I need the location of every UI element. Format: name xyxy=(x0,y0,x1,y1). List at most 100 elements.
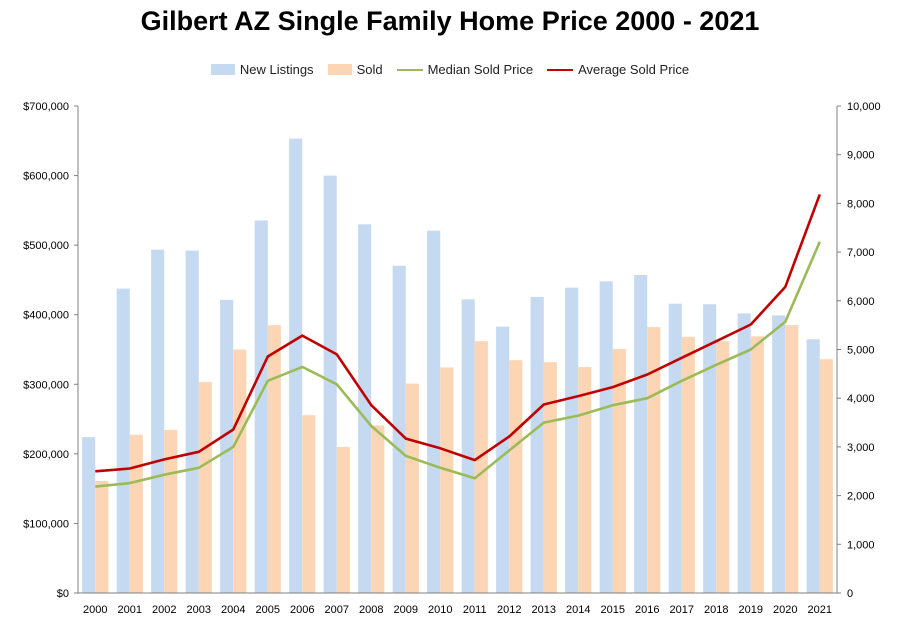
bar-sold xyxy=(164,429,178,593)
y-left-tick-label: $700,000 xyxy=(23,101,69,113)
y-right-tick-label: 5,000 xyxy=(847,345,875,357)
bar-sold xyxy=(198,382,212,593)
y-right-tick-label: 2,000 xyxy=(847,491,875,503)
x-tick-label: 2002 xyxy=(152,604,176,616)
x-tick-label: 2017 xyxy=(670,604,694,616)
legend-label-average-sold-price: Average Sold Price xyxy=(578,62,690,77)
bar-new-listings xyxy=(703,304,717,593)
bar-new-listings xyxy=(185,250,199,593)
bar-sold xyxy=(716,341,730,593)
legend-swatch-median-sold-price xyxy=(396,68,423,71)
x-tick-label: 2021 xyxy=(808,604,832,616)
legend-swatch-new-listings xyxy=(210,64,235,75)
x-tick-label: 2001 xyxy=(118,604,142,616)
x-tick-label: 2019 xyxy=(739,604,763,616)
bar-sold xyxy=(336,446,350,593)
y-left-tick-label: $100,000 xyxy=(23,518,69,530)
y-right-tick-label: 3,000 xyxy=(847,442,875,454)
x-tick-label: 2008 xyxy=(359,604,383,616)
bar-sold xyxy=(819,359,833,593)
legend: New Listings Sold Median Sold Price Aver… xyxy=(0,62,900,77)
bar-sold xyxy=(302,415,316,593)
bar-new-listings xyxy=(289,138,303,593)
bar-sold xyxy=(129,434,143,593)
legend-swatch-average-sold-price xyxy=(547,68,574,71)
y-left-tick-label: $300,000 xyxy=(23,379,69,391)
bar-new-listings xyxy=(806,339,820,593)
bar-new-listings xyxy=(220,299,234,593)
bar-sold xyxy=(267,325,281,593)
x-tick-label: 2018 xyxy=(704,604,728,616)
bar-sold xyxy=(233,349,247,593)
legend-item-average-sold-price: Average Sold Price xyxy=(547,62,689,77)
bar-new-listings xyxy=(737,313,751,593)
x-tick-label: 2005 xyxy=(256,604,280,616)
y-right-tick-label: 6,000 xyxy=(847,296,875,308)
bar-new-listings xyxy=(392,265,406,593)
bar-new-listings xyxy=(358,224,372,593)
y-right-tick-label: 1,000 xyxy=(847,539,875,551)
x-tick-label: 2009 xyxy=(394,604,418,616)
bar-new-listings xyxy=(116,288,130,593)
x-tick-label: 2014 xyxy=(566,604,590,616)
chart-title: Gilbert AZ Single Family Home Price 2000… xyxy=(140,6,760,36)
bar-sold xyxy=(681,336,695,593)
legend-label-sold: Sold xyxy=(356,62,383,77)
bar-new-listings xyxy=(634,274,648,593)
bar-new-listings xyxy=(323,175,337,594)
y-left-tick-label: $200,000 xyxy=(23,449,69,461)
x-tick-label: 2007 xyxy=(325,604,349,616)
bar-new-listings xyxy=(496,326,510,593)
legend-item-sold: Sold xyxy=(327,62,383,77)
y-right-tick-label: 9,000 xyxy=(847,150,875,162)
x-tick-label: 2000 xyxy=(83,604,107,616)
bar-new-listings xyxy=(530,296,544,593)
x-tick-label: 2010 xyxy=(428,604,452,616)
y-right-tick-label: 7,000 xyxy=(847,247,875,259)
bar-new-listings xyxy=(254,220,268,593)
bar-new-listings xyxy=(599,281,613,593)
bar-sold xyxy=(750,336,764,593)
y-right-tick-label: 8,000 xyxy=(847,198,875,210)
y-left-tick-label: $0 xyxy=(57,588,69,600)
bar-sold xyxy=(647,327,661,593)
x-tick-label: 2003 xyxy=(187,604,211,616)
y-right-tick-label: 0 xyxy=(847,588,853,600)
bar-new-listings xyxy=(82,437,96,593)
bar-sold xyxy=(95,480,109,593)
legend-label-median-sold-price: Median Sold Price xyxy=(427,62,534,77)
bar-sold xyxy=(543,362,557,593)
y-left-tick-label: $400,000 xyxy=(23,310,69,322)
bar-sold xyxy=(474,341,488,593)
bar-sold xyxy=(578,367,592,593)
y-left-tick-label: $500,000 xyxy=(23,240,69,252)
x-tick-label: 2011 xyxy=(463,604,487,616)
x-tick-label: 2006 xyxy=(290,604,314,616)
x-tick-label: 2016 xyxy=(635,604,659,616)
x-tick-label: 2012 xyxy=(497,604,521,616)
x-tick-label: 2004 xyxy=(221,604,245,616)
bar-sold xyxy=(612,349,626,593)
bar-sold xyxy=(405,383,419,593)
bar-new-listings xyxy=(427,230,441,593)
bar-new-listings xyxy=(668,303,682,593)
legend-label-new-listings: New Listings xyxy=(239,62,314,77)
legend-item-median-sold-price: Median Sold Price xyxy=(396,62,534,77)
bar-sold xyxy=(371,425,385,593)
x-tick-label: 2020 xyxy=(773,604,797,616)
x-tick-label: 2015 xyxy=(601,604,625,616)
bar-new-listings xyxy=(772,315,786,593)
bar-new-listings xyxy=(461,299,475,593)
y-right-tick-label: 10,000 xyxy=(847,101,881,113)
bar-new-listings xyxy=(151,249,165,594)
bar-new-listings xyxy=(565,287,579,593)
line-average-sold-price xyxy=(95,193,822,473)
y-left-tick-label: $600,000 xyxy=(23,171,69,183)
bar-sold xyxy=(509,360,523,593)
y-right-tick-label: 4,000 xyxy=(847,393,875,405)
bar-sold xyxy=(785,325,799,593)
x-tick-label: 2013 xyxy=(532,604,556,616)
line-median-sold-price xyxy=(95,241,821,488)
legend-item-new-listings: New Listings xyxy=(210,62,314,77)
